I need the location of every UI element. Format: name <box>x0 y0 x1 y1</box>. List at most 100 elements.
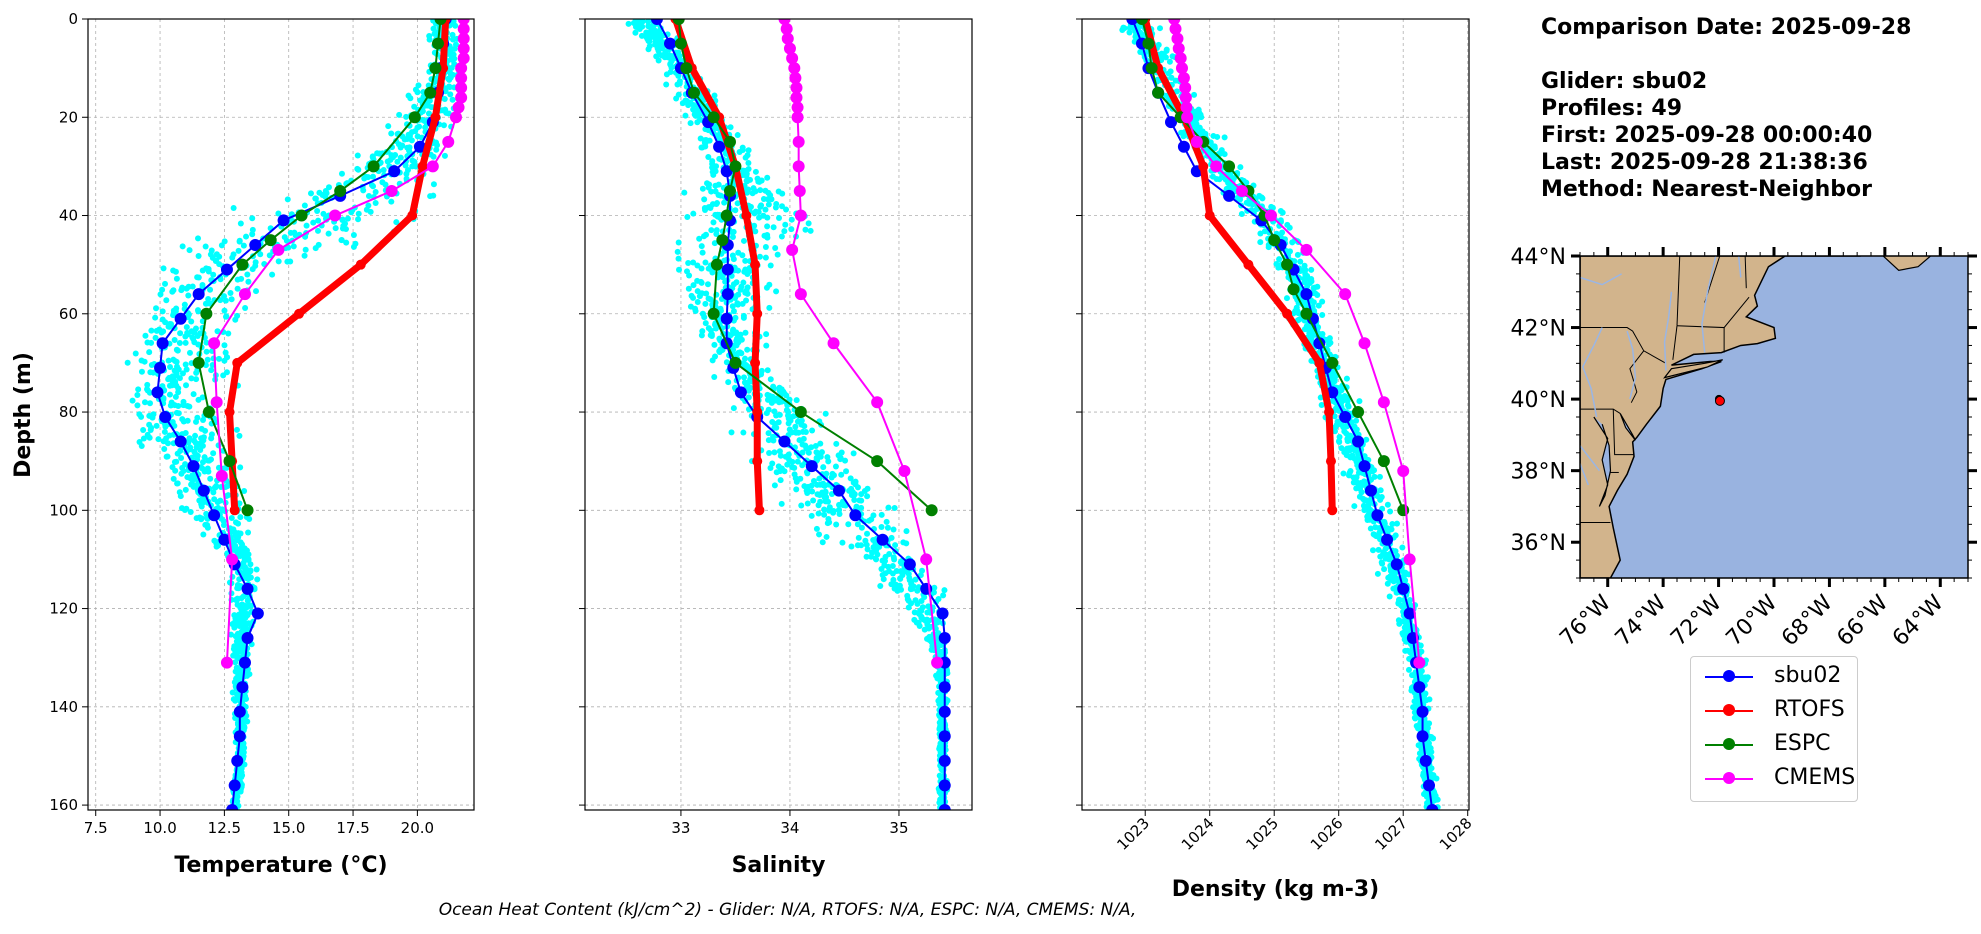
scatter-point <box>763 342 770 349</box>
data-point <box>936 607 949 620</box>
data-point <box>1179 91 1192 104</box>
scatter-point <box>204 356 211 363</box>
scatter-point <box>213 540 220 547</box>
scatter-point <box>713 227 720 234</box>
scatter-point <box>832 463 839 470</box>
data-point <box>707 111 720 124</box>
data-point <box>721 263 734 276</box>
scatter-point <box>425 110 432 117</box>
scatter-point <box>426 97 433 104</box>
scatter-point <box>770 224 777 231</box>
scatter-point <box>221 357 228 364</box>
scatter-point <box>718 347 725 354</box>
scatter-point <box>1396 596 1403 603</box>
data-point <box>413 140 426 153</box>
lon-label: 70°W <box>1722 590 1783 651</box>
data-point <box>1264 209 1277 222</box>
scatter-point <box>637 19 644 25</box>
scatter-point <box>182 361 189 368</box>
data-point <box>716 234 729 247</box>
scatter-point <box>138 413 145 420</box>
scatter-point <box>740 314 747 321</box>
scatter-point <box>404 167 411 174</box>
scatter-point <box>1350 479 1357 486</box>
river <box>1580 445 1600 472</box>
data-point <box>741 210 752 221</box>
scatter-point <box>186 247 193 254</box>
scatter-point <box>709 357 716 364</box>
scatter-point <box>784 461 791 468</box>
data-point <box>226 553 239 566</box>
scatter-point <box>732 207 739 214</box>
data-point <box>1352 435 1365 448</box>
scatter-point <box>196 440 203 447</box>
scatter-point <box>199 394 206 401</box>
scatter-point <box>180 402 187 409</box>
data-point <box>1210 160 1223 173</box>
scatter-point <box>851 492 858 499</box>
scatter-point <box>696 293 703 300</box>
scatter-point <box>734 200 741 207</box>
scatter-point <box>397 154 404 161</box>
scatter-point <box>188 474 195 481</box>
scatter-point <box>682 97 689 104</box>
scatter-point <box>921 626 928 633</box>
data-point <box>786 243 799 256</box>
legend-item-espc: ESPC <box>1701 729 1851 759</box>
scatter-point <box>370 183 377 190</box>
data-point <box>1403 607 1416 620</box>
scatter-point <box>704 281 711 288</box>
data-point <box>174 435 187 448</box>
glider-scatter <box>625 19 951 810</box>
scatter-point <box>198 503 205 510</box>
scatter-point <box>221 238 228 245</box>
scatter-point <box>266 252 273 259</box>
data-point <box>780 22 793 35</box>
scatter-point <box>764 223 771 230</box>
lat-label: 38°N <box>1511 460 1566 485</box>
scatter-point <box>749 190 756 197</box>
data-point <box>208 337 221 350</box>
scatter-point <box>825 458 832 465</box>
lon-label: 72°W <box>1666 590 1727 651</box>
data-point <box>1268 234 1281 247</box>
scatter-point <box>152 314 159 321</box>
scatter-point <box>890 526 897 533</box>
scatter-point <box>173 305 180 312</box>
scatter-point <box>767 262 774 269</box>
scatter-point <box>911 616 918 623</box>
scatter-point <box>1412 704 1419 711</box>
scatter-point <box>442 88 449 95</box>
data-point <box>218 533 231 546</box>
data-point <box>1397 465 1410 477</box>
scatter-point <box>240 620 247 627</box>
scatter-point <box>1346 469 1353 476</box>
scatter-point <box>701 137 708 144</box>
scatter-point <box>698 332 705 339</box>
scatter-point <box>1358 489 1365 496</box>
scatter-point <box>1336 434 1343 441</box>
state-border <box>1744 256 1747 289</box>
scatter-point <box>654 35 661 42</box>
scatter-point <box>240 242 247 249</box>
data-point <box>707 307 720 320</box>
scatter-point <box>1404 647 1411 654</box>
scatter-point <box>833 440 840 447</box>
scatter-point <box>230 696 237 703</box>
scatter-point <box>869 549 876 556</box>
data-point <box>750 357 761 368</box>
data-point <box>778 435 791 448</box>
scatter-point <box>1370 531 1377 538</box>
scatter-point <box>312 245 319 252</box>
data-point <box>1327 505 1338 516</box>
scatter-point <box>129 397 136 404</box>
scatter-point <box>770 437 777 444</box>
scatter-point <box>809 427 816 434</box>
scatter-point <box>817 498 824 505</box>
scatter-point <box>1348 419 1355 426</box>
data-point <box>729 356 742 369</box>
scatter-point <box>1293 304 1300 311</box>
scatter-point <box>675 239 682 246</box>
scatter-point <box>244 271 251 278</box>
scatter-point <box>162 319 169 326</box>
